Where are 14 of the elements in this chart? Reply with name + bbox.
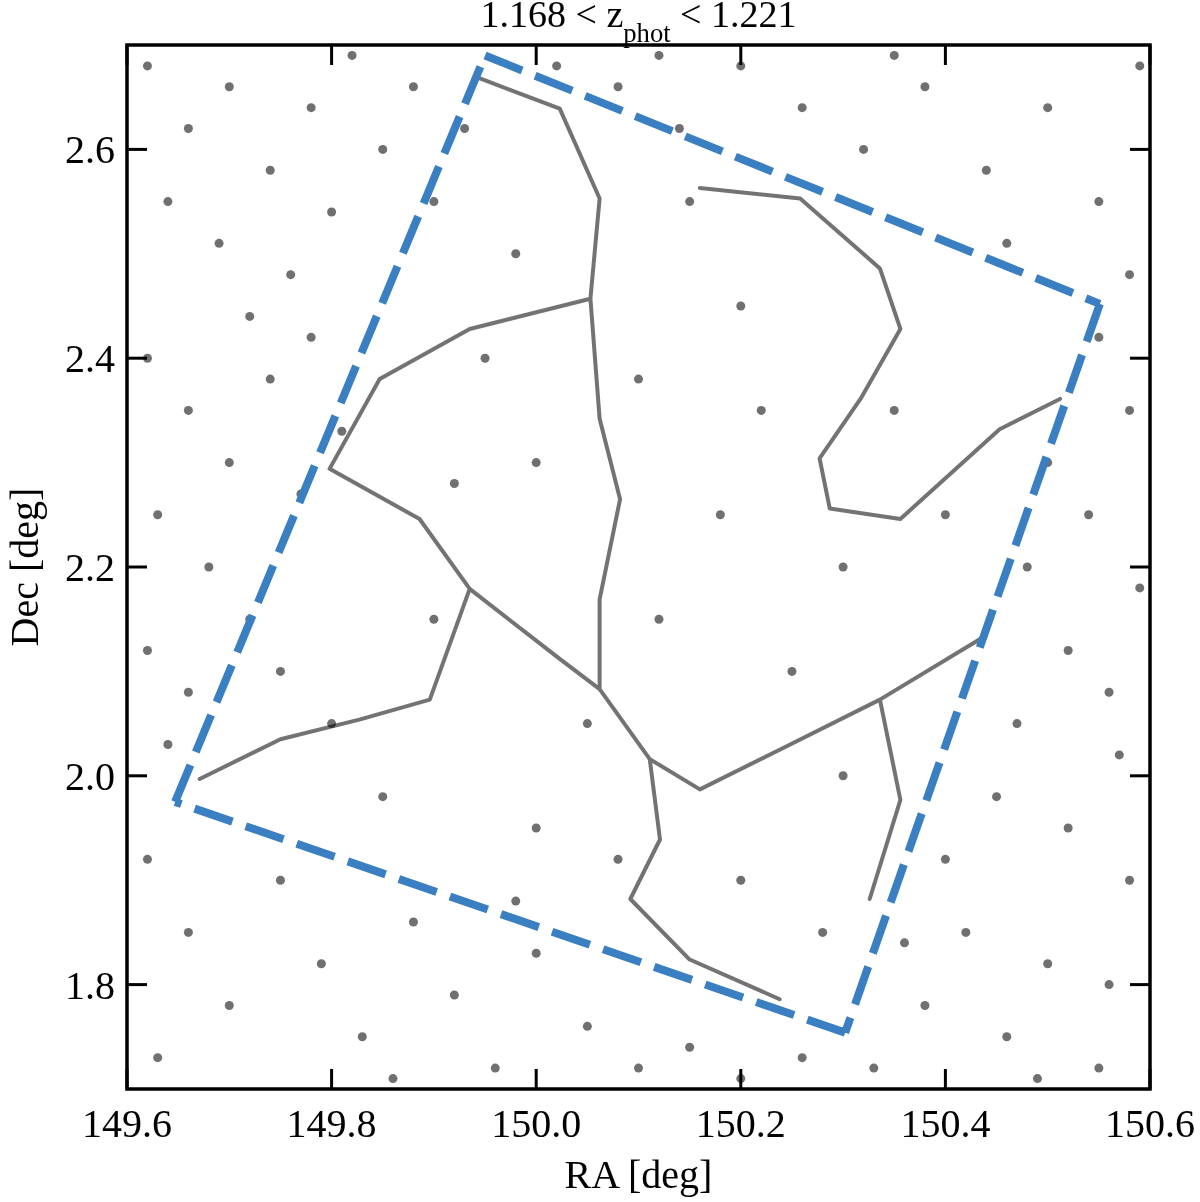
x-tick-label: 150.4 xyxy=(900,1101,991,1146)
x-tick-label: 149.8 xyxy=(286,1101,377,1146)
chart-title: 1.168 < z$_{phot}$ < 1.221 xyxy=(480,0,797,48)
y-tick-label: 2.6 xyxy=(65,127,115,173)
x-tick-label: 150.0 xyxy=(491,1101,582,1146)
x-tick-label: 149.6 xyxy=(82,1101,172,1146)
x-tick-label: 150.2 xyxy=(695,1101,786,1146)
y-tick-label: 2.0 xyxy=(65,753,115,799)
y-axis-title: Dec [deg] xyxy=(2,487,47,647)
x-tick-label: 150.6 xyxy=(1105,1101,1195,1146)
y-tick-label: 2.4 xyxy=(65,336,115,382)
y-tick-label: 2.2 xyxy=(65,545,115,590)
x-axis-title: RA [deg] xyxy=(564,1152,713,1197)
y-tick-label: 1.8 xyxy=(65,962,115,1008)
